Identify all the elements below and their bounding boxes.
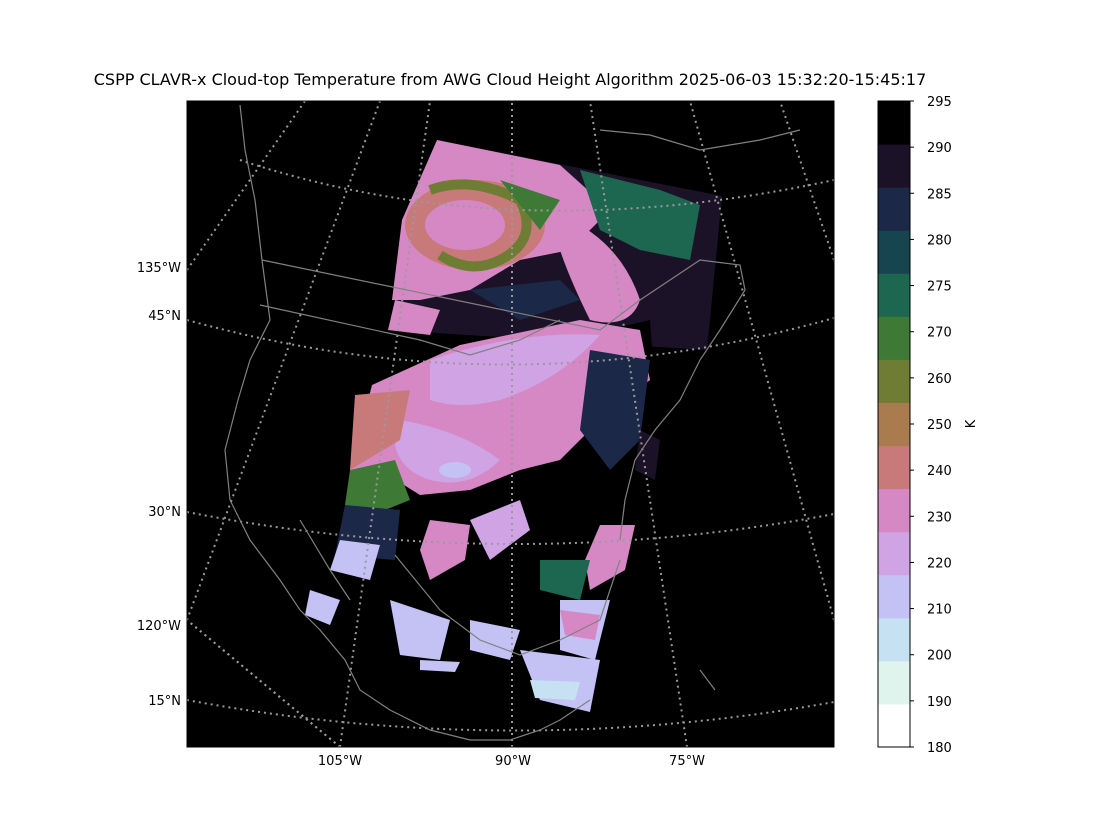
parallel-30n	[187, 511, 834, 545]
label-30n: 30°N	[148, 505, 181, 520]
colorbar-segment	[878, 617, 910, 662]
colorbar-segment	[878, 359, 910, 403]
meridian-75w	[589, 101, 688, 747]
label-15n: 15°N	[148, 694, 181, 709]
colorbar-tick-label: 200	[927, 649, 952, 664]
colorbar-segment	[878, 445, 910, 490]
label-105w: 105°W	[318, 754, 362, 769]
colorbar-tick-label: 280	[927, 233, 952, 248]
meridian-135w	[187, 101, 306, 271]
colorbar-tick-label: 285	[927, 187, 952, 202]
colorbar-segment	[878, 488, 910, 533]
parallel-60n	[239, 159, 834, 212]
label-90w: 90°W	[495, 754, 531, 769]
colorbar-tick-label: 190	[927, 695, 952, 710]
colorbar-segment	[878, 144, 910, 188]
map-panel[interactable]	[186, 100, 835, 748]
colorbar-tick-label: 230	[927, 510, 952, 525]
colorbar-tick-label: 260	[927, 372, 952, 387]
colorbar-label: K	[964, 419, 979, 428]
meridian-45w	[779, 101, 834, 261]
graticule	[187, 101, 834, 747]
colorbar-segment	[878, 574, 910, 619]
colorbar-segment	[878, 316, 910, 360]
label-75w: 75°W	[669, 754, 705, 769]
colorbar-segment	[878, 660, 910, 705]
colorbar-segment	[878, 101, 910, 145]
colorbar-segments	[878, 101, 910, 748]
cloud-top-temperature-swath	[305, 140, 722, 712]
colorbar-segment	[878, 703, 910, 748]
colorbar-tick-label: 270	[927, 326, 952, 341]
colorbar-tick-label: 250	[927, 418, 952, 433]
colorbar-segment	[878, 402, 910, 447]
parallel-15n	[187, 699, 834, 732]
map-frame	[186, 100, 835, 748]
colorbar-tick-label: 220	[927, 556, 952, 571]
meridian-105w	[339, 101, 431, 747]
colorbar-tick-label: 180	[927, 741, 952, 756]
label-45n: 45°N	[148, 309, 181, 324]
map-left-labels: 135°W 45°N 30°N 120°W 15°N	[137, 261, 181, 709]
colorbar-tick-label: 275	[927, 280, 952, 295]
colorbar-tick-label: 240	[927, 464, 952, 479]
colorbar-segment	[878, 531, 910, 576]
colorbar-tick-label: 210	[927, 603, 952, 618]
coastlines	[224, 104, 801, 741]
colorbar: 180 190 200 210 220 230 240 250 260 270 275 280 285 2…	[877, 95, 979, 756]
colorbar-tick-label: 295	[927, 95, 952, 110]
colorbar-segment	[878, 230, 910, 274]
figure-title: CSPP CLAVR-x Cloud-top Temperature from …	[93, 70, 927, 89]
colorbar-ticks: 180 190 200 210 220 230 240 250 260 270 275 280 285 2…	[910, 95, 952, 756]
map-bottom-labels: 105°W 90°W 75°W	[318, 754, 705, 769]
colorbar-segment	[878, 273, 910, 317]
label-120w: 120°W	[137, 619, 181, 634]
colorbar-tick-label: 290	[927, 141, 952, 156]
colorbar-segment	[878, 187, 910, 231]
label-135w: 135°W	[137, 261, 181, 276]
